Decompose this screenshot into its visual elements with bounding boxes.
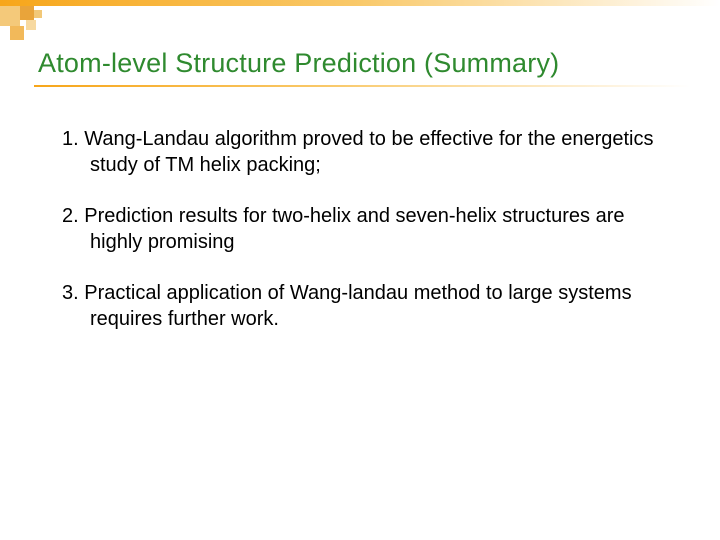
list-text: Wang-Landau algorithm proved to be effec… [84, 128, 653, 176]
list-item: 2. Prediction results for two-helix and … [62, 204, 680, 255]
slide-title: Atom-level Structure Prediction (Summary… [38, 48, 690, 79]
deco-square [34, 10, 42, 18]
top-accent-bar [0, 0, 720, 6]
list-item: 1. Wang-Landau algorithm proved to be ef… [62, 127, 680, 178]
list-number: 1. [62, 128, 79, 150]
list-text: Practical application of Wang-landau met… [84, 282, 631, 330]
list-item: 3. Practical application of Wang-landau … [62, 281, 680, 332]
slide-content: Atom-level Structure Prediction (Summary… [38, 48, 690, 359]
deco-square [0, 6, 20, 26]
deco-square [20, 6, 34, 20]
deco-square [26, 20, 36, 30]
corner-squares-decoration [0, 6, 48, 46]
list-number: 2. [62, 205, 79, 227]
deco-square [10, 26, 24, 40]
list-number: 3. [62, 282, 79, 304]
title-underline [34, 85, 690, 87]
list-text: Prediction results for two-helix and sev… [84, 205, 624, 253]
summary-points: 1. Wang-Landau algorithm proved to be ef… [38, 127, 690, 333]
